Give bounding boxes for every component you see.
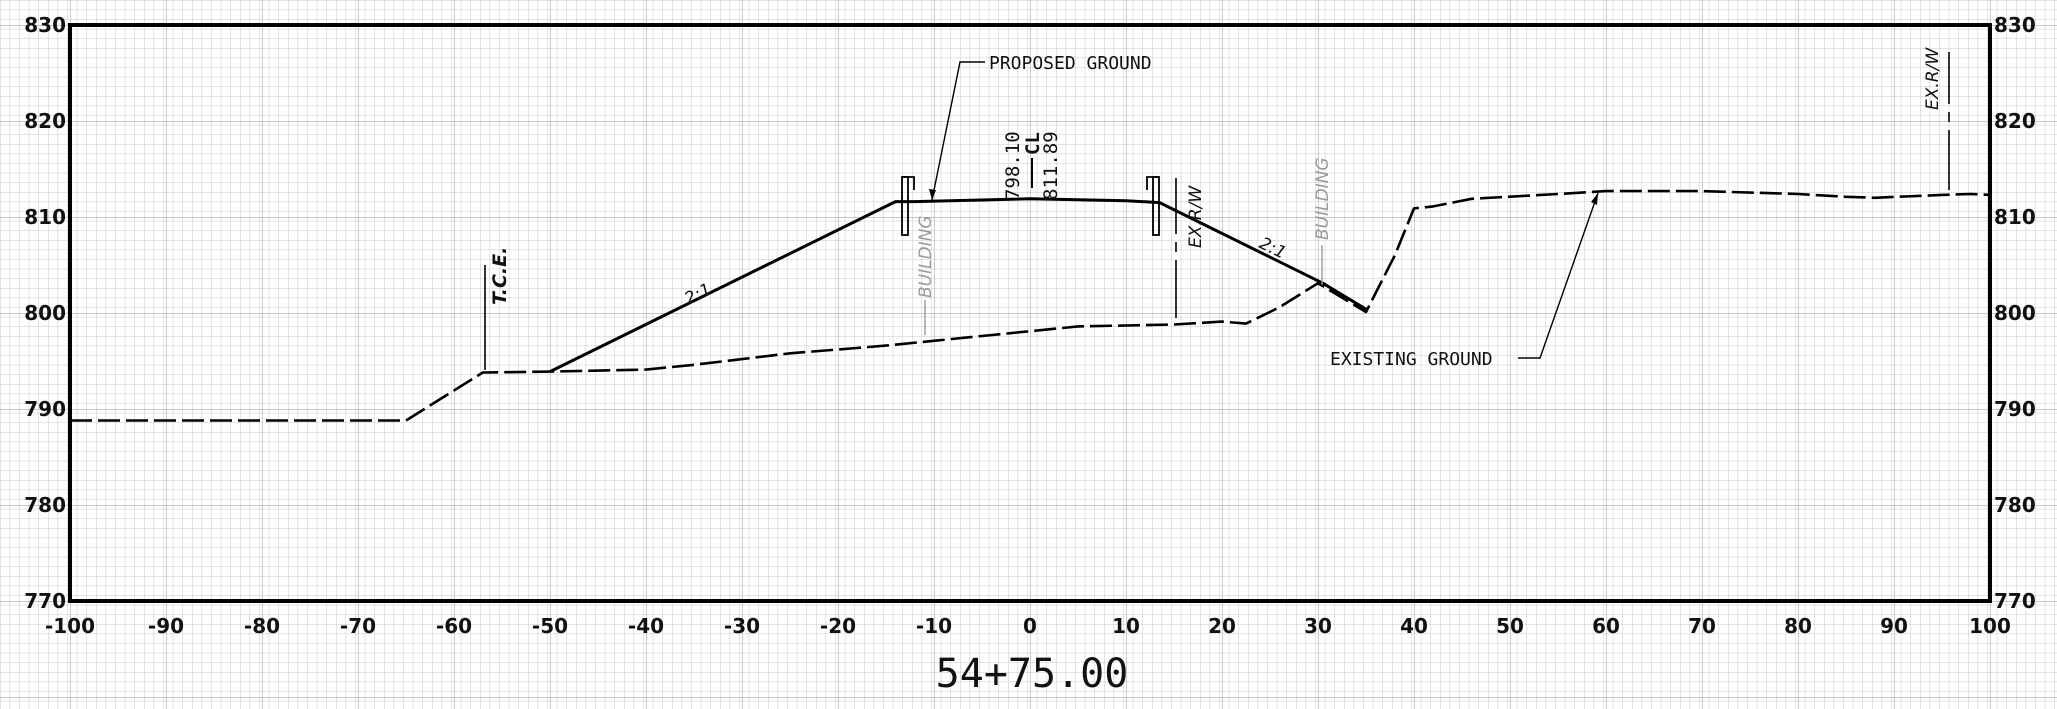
y-tick-label-left: 800: [24, 301, 66, 325]
proposed-ground-leader: [931, 61, 985, 201]
y-tick-label-right: 800: [1994, 301, 2036, 325]
building-label-1: BUILDING: [916, 215, 936, 298]
y-tick-label-left: 780: [24, 493, 66, 517]
tce-label: T.C.E.: [489, 247, 511, 305]
plot-frame: [68, 23, 1992, 603]
x-tick-label: 20: [1208, 614, 1236, 638]
y-tick-label-right: 770: [1994, 589, 2036, 613]
existing-ground-line: [70, 189, 1991, 422]
x-tick-label: 90: [1880, 614, 1908, 638]
station-label: 54+75.00: [936, 651, 1129, 697]
proposed-elevation-label: 811.89: [1040, 131, 1062, 200]
existing-ground-label: EXISTING GROUND: [1330, 349, 1493, 370]
existing-ground-leader: [1518, 192, 1599, 359]
y-axis-left-tick-labels: 830 820 810 800 790 780 770: [24, 13, 66, 613]
building-label-2: BUILDING: [1313, 157, 1333, 240]
x-tick-label: 50: [1496, 614, 1524, 638]
x-tick-label: 60: [1592, 614, 1620, 638]
y-tick-label-left: 820: [24, 109, 66, 133]
y-tick-label-right: 790: [1994, 397, 2036, 421]
y-tick-label-left: 830: [24, 13, 66, 37]
x-tick-label: 40: [1400, 614, 1428, 638]
ex-row-label-1: EX.R/W: [1186, 185, 1206, 248]
ex-row-label-2: EX.R/W: [1923, 47, 1943, 110]
curb-left-top: [902, 176, 915, 190]
x-tick-label: -60: [436, 614, 472, 638]
x-tick-label: 80: [1784, 614, 1812, 638]
x-tick-label: -10: [916, 614, 952, 638]
existing-ground-arrow: [1591, 193, 1598, 205]
centerline-label: CL: [1022, 132, 1044, 155]
y-tick-label-right: 820: [1994, 109, 2036, 133]
x-tick-label: 100: [1969, 614, 2011, 638]
y-tick-label-right: 810: [1994, 205, 2036, 229]
proposed-ground-label: PROPOSED GROUND: [989, 53, 1152, 74]
x-tick-label: -80: [244, 614, 280, 638]
x-tick-label: -70: [340, 614, 376, 638]
annotation-marks: [484, 52, 1950, 370]
x-tick-label: -100: [45, 614, 95, 638]
x-tick-label: 0: [1023, 614, 1037, 638]
series-layer: [70, 189, 1991, 422]
y-tick-label-left: 790: [24, 397, 66, 421]
existing-elevation-label: 798.10: [1002, 131, 1024, 200]
y-tick-label-right: 780: [1994, 493, 2036, 517]
x-tick-label: -90: [148, 614, 184, 638]
x-axis-tick-labels: -100 -90 -80 -70 -60 -50 -40 -30 -20 -10 0 10 20 30 40…: [45, 614, 2011, 638]
curb-right-top: [1146, 176, 1159, 190]
x-tick-label: 30: [1304, 614, 1332, 638]
x-tick-label: -20: [820, 614, 856, 638]
y-tick-label-left: 770: [24, 589, 66, 613]
x-tick-label: -30: [724, 614, 760, 638]
proposed-ground-line: [549, 197, 1367, 373]
y-axis-right-tick-labels: 830 820 810 800 790 780 770: [1994, 13, 2036, 613]
x-tick-label: 10: [1112, 614, 1140, 638]
x-tick-label: -40: [628, 614, 664, 638]
x-tick-label: -50: [532, 614, 568, 638]
x-tick-label: 70: [1688, 614, 1716, 638]
proposed-ground-arrow: [929, 189, 936, 200]
y-tick-label-left: 810: [24, 205, 66, 229]
y-tick-label-right: 830: [1994, 13, 2036, 37]
